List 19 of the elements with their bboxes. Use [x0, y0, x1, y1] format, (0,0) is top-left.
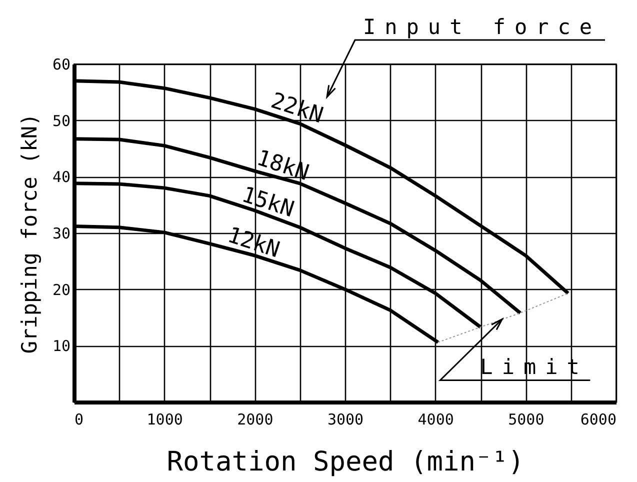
x-tick-label: 0 — [74, 410, 84, 428]
x-tick-label: 3000 — [327, 410, 364, 428]
text: Input force — [363, 15, 602, 39]
x-tick-label: 2000 — [237, 410, 274, 428]
x-tick-label: 6000 — [580, 410, 616, 428]
text: 12kN — [224, 222, 283, 264]
x-axis-title: Rotation Speed (min⁻¹) — [166, 446, 524, 478]
x-tick-label: 1000 — [146, 410, 183, 428]
line-series — [438, 292, 569, 343]
x-tick-label: 5000 — [508, 410, 544, 428]
y-tick-label: 40 — [52, 168, 70, 186]
legend-label: 22kN — [268, 88, 326, 129]
y-axis-title: Gripping force (kN) — [17, 113, 42, 354]
x-tick-label: 4000 — [418, 410, 454, 428]
y-tick-label: 20 — [52, 280, 70, 299]
y-tick-label: 50 — [52, 112, 70, 130]
y-tick-label: 60 — [52, 56, 70, 74]
y-tick-label: 30 — [52, 224, 70, 242]
y-tick-label: 10 — [52, 337, 70, 356]
